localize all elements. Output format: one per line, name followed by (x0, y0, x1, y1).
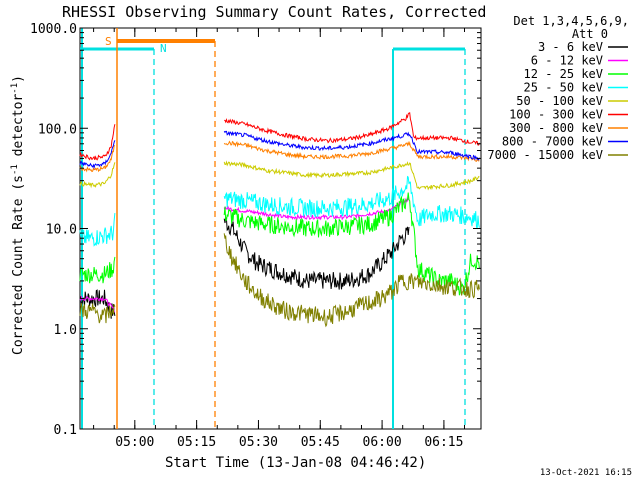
series-4 (79, 160, 480, 191)
series-5 (79, 112, 480, 161)
series-line (223, 192, 480, 296)
legend-label: 12 - 25 keV (524, 67, 603, 81)
legend-header-1: Det 1,3,4,5,6,9, (513, 14, 629, 28)
legend-label: 800 - 7000 keV (502, 135, 603, 149)
legend-label: 6 - 12 keV (531, 54, 603, 68)
series-line (79, 162, 116, 189)
series-line (224, 112, 480, 146)
series-6 (79, 140, 480, 173)
y-tick-label: 1.0 (54, 323, 77, 338)
y-axis-label-end: ) (11, 75, 26, 83)
legend-label: 50 - 100 keV (516, 94, 603, 108)
series-7 (79, 130, 480, 170)
series-line (223, 140, 480, 162)
x-tick-label: 06:00 (363, 435, 402, 450)
series-8 (79, 233, 480, 328)
x-tick-label: 05:45 (301, 435, 340, 450)
series-line (79, 140, 116, 170)
series-line (79, 295, 116, 313)
y-tick-label: 10.0 (46, 223, 77, 238)
x-axis-label: Start Time (13-Jan-08 04:46:42) (165, 455, 426, 471)
x-tick-label: 06:15 (424, 435, 463, 450)
y-axis-label-mid: detector (11, 94, 26, 165)
series-3 (79, 175, 480, 247)
y-axis-label-sup2: -1 (10, 83, 20, 94)
series-line (79, 256, 116, 284)
legend-label: 7000 - 15000 keV (487, 148, 603, 162)
legend-header-2: Att 0 (572, 27, 608, 41)
footer-timestamp: 13-Oct-2021 16:15 (540, 468, 632, 478)
series-line (223, 175, 480, 230)
series-line (79, 303, 116, 324)
x-tick-label: 05:00 (115, 435, 154, 450)
series-line (79, 213, 116, 247)
y-axis-label-sup1: -1 (10, 164, 20, 175)
x-axis-ticks: 05:00 05:15 05:30 05:45 06:00 06:15 (93, 28, 466, 450)
y-tick-label: 1000.0 (30, 22, 77, 37)
y-axis-ticks: 1000.0 100.0 10.0 1.0 0.1 (30, 22, 481, 438)
series-line (79, 124, 116, 161)
series-line (79, 144, 116, 173)
night-marker-label: N (160, 42, 167, 55)
x-tick-label: 05:15 (177, 435, 216, 450)
legend-label: 100 - 300 keV (509, 108, 603, 122)
series-line (223, 196, 410, 221)
y-axis-label-main: Corrected Count Rate (s (11, 175, 26, 355)
series-line (223, 130, 480, 161)
series-2 (79, 192, 480, 296)
series-line (223, 217, 410, 290)
series-line (223, 160, 480, 191)
legend-label: 3 - 6 keV (538, 40, 603, 54)
legend-label: 25 - 50 keV (524, 81, 603, 95)
y-axis-label: Corrected Count Rate (s-1 detector-1) (10, 75, 26, 355)
saa-marker-label: S (105, 35, 112, 48)
y-tick-label: 100.0 (38, 122, 77, 137)
legend-label: 300 - 800 keV (509, 121, 603, 135)
series-1 (79, 196, 410, 313)
chart-title: RHESSI Observing Summary Count Rates, Co… (62, 3, 486, 21)
y-tick-label: 0.1 (54, 423, 77, 438)
series-line (223, 233, 480, 328)
mode-lines: SN (80, 28, 466, 429)
x-tick-label: 05:30 (239, 435, 278, 450)
series-layer (79, 112, 480, 328)
